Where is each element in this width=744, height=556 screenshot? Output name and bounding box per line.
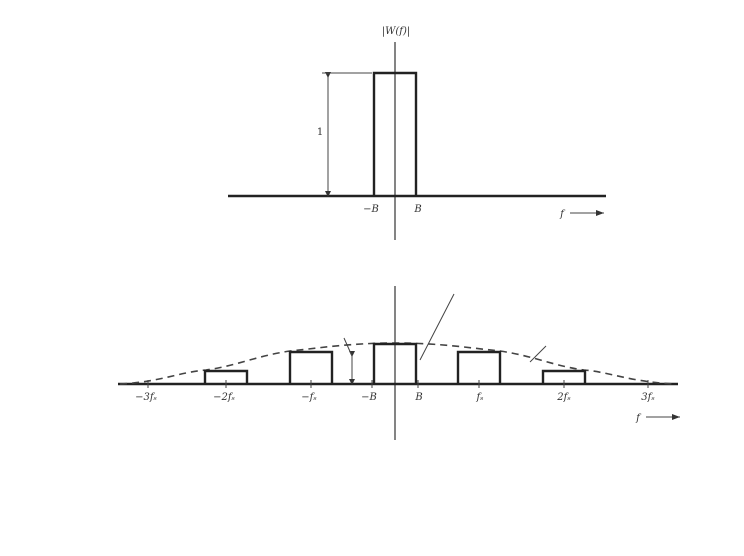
pulse-minus-fs (290, 352, 332, 384)
top-x-axis-label: f (559, 209, 566, 220)
pulse-dimension-pointer (344, 338, 352, 356)
bottom-tick-label-neg-2fs: −2fₛ (213, 392, 235, 403)
top-ylabel: |W(f)| (382, 26, 411, 37)
bottom-x-axis-label: f (635, 413, 642, 424)
bottom-spectrum-plot: −3fₛ −2fₛ −fₛ −B B fₛ 2fₛ 3fₛ f (118, 286, 680, 440)
bottom-tick-label-2fs: 2fₛ (556, 392, 570, 403)
pulse-plus-fs (458, 352, 500, 384)
top-tick-label-b: B (413, 204, 421, 215)
height-label: 1 (317, 127, 323, 138)
bottom-tick-label-b: B (414, 392, 422, 403)
top-tick-label-neg-b: −B (363, 204, 379, 215)
bottom-tick-label-neg-b: −B (361, 392, 377, 403)
bottom-tick-label-neg-3fs: −3fₛ (135, 392, 157, 403)
callout-leader-center (420, 294, 454, 360)
top-spectrum-plot: 1 |W(f)| −B B f (228, 26, 606, 240)
bottom-tick-label-fs: fₛ (475, 392, 483, 403)
bottom-tick-label-neg-fs: −fₛ (301, 392, 316, 403)
sinc-envelope-curve (120, 343, 676, 384)
bottom-tick-label-3fs: 3fₛ (641, 392, 654, 403)
